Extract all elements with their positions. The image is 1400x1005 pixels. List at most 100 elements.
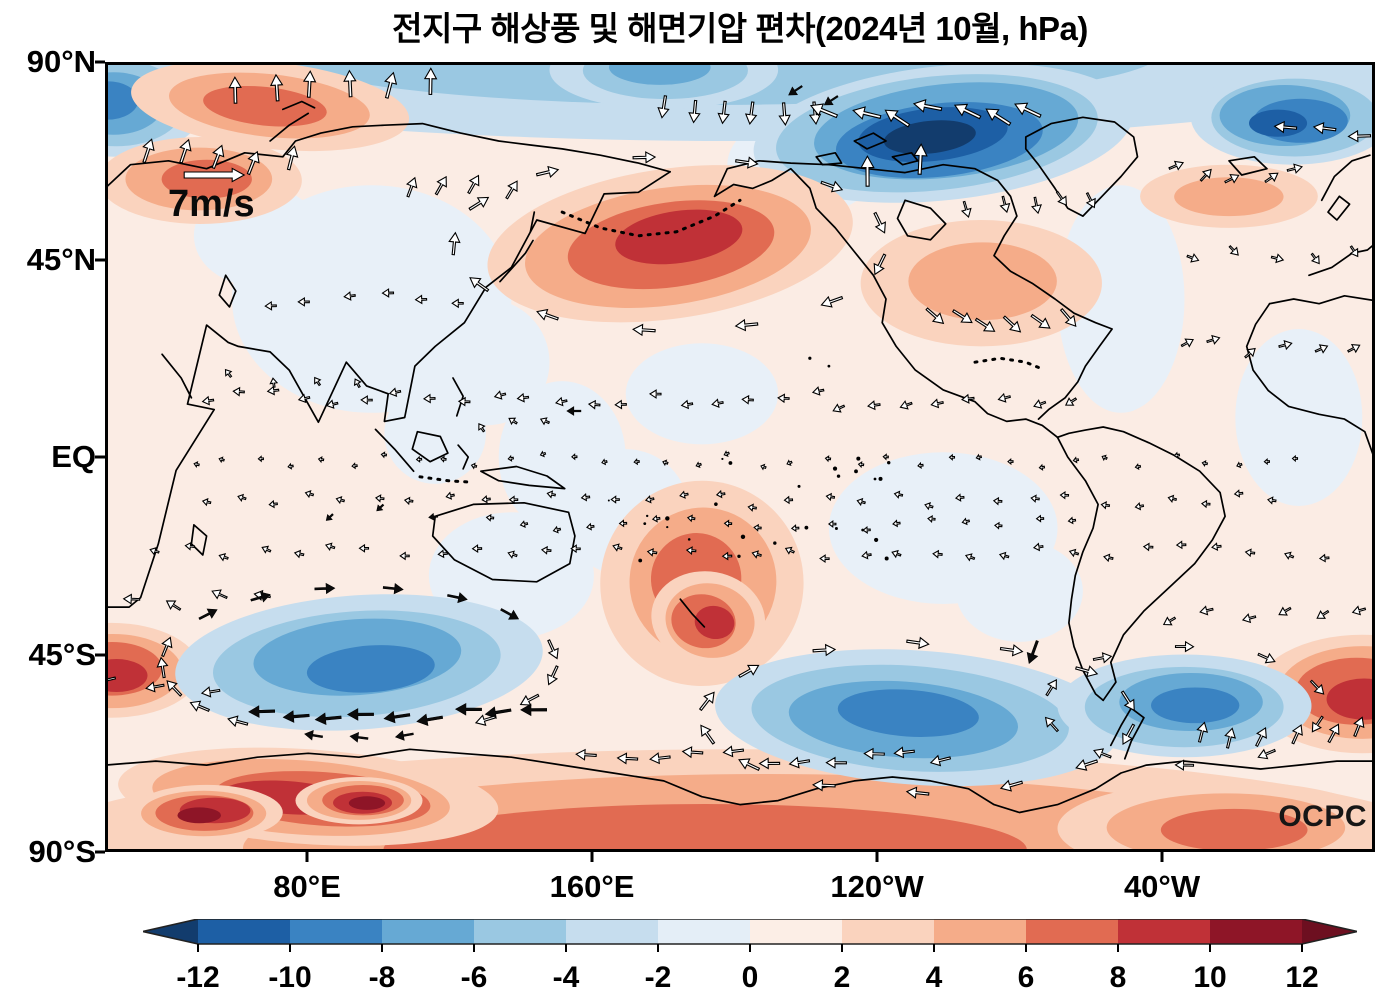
wind-arrow — [788, 756, 811, 769]
wind-arrow — [722, 745, 745, 758]
island-dot — [834, 526, 838, 530]
wind-arrow — [679, 490, 689, 499]
island-dot — [643, 522, 647, 526]
wind-arrow — [586, 522, 595, 531]
wind-arrow — [1122, 723, 1136, 746]
wind-arrow — [200, 686, 221, 698]
x-tick-mark — [590, 852, 594, 862]
wind-arrow — [505, 180, 518, 200]
island-dot — [884, 556, 889, 561]
wind-arrow — [179, 138, 192, 164]
wind-arrow — [142, 138, 155, 164]
wind-arrow — [224, 368, 233, 379]
wind-arrow — [467, 174, 480, 195]
wind-arrow — [324, 542, 336, 551]
colorbar-tick-label: -8 — [369, 961, 396, 994]
wind-arrow — [924, 502, 934, 511]
colorbar-tick-label: -12 — [176, 961, 219, 994]
wind-arrow — [783, 495, 794, 505]
wind-arrow — [974, 317, 996, 332]
y-tick-label: 90°N — [26, 44, 96, 79]
x-tick-mark — [1160, 852, 1164, 862]
coastline — [281, 100, 316, 111]
wind-arrow — [1311, 715, 1324, 733]
colorbar-segment — [842, 919, 934, 944]
wind-arrow — [614, 399, 627, 410]
wind-arrow — [1278, 340, 1293, 351]
wind-arrow — [285, 145, 299, 171]
wind-arrow — [760, 463, 767, 471]
colorbar-tick-label: 0 — [742, 961, 759, 994]
anomaly-arctic-low-northeast — [1190, 69, 1375, 165]
wind-arrow — [929, 754, 952, 767]
island-dot — [856, 456, 861, 461]
wind-arrow — [547, 639, 559, 660]
wind-arrow — [325, 399, 339, 409]
anomaly-scandinavia-high — [131, 62, 410, 152]
wind-arrow — [228, 76, 242, 104]
wind-arrow — [893, 746, 915, 759]
wind-arrow — [951, 309, 973, 324]
wind-arrow — [610, 495, 620, 504]
wind-arrow — [819, 554, 830, 564]
wind-arrow — [1134, 502, 1145, 511]
wind-arrow — [906, 636, 930, 650]
wind-arrow — [820, 180, 844, 193]
coastline — [269, 112, 310, 142]
wind-arrow — [346, 708, 374, 721]
wind-arrow — [1075, 758, 1099, 771]
wind-arrow — [825, 492, 836, 502]
anomaly-east-north-america-high — [860, 220, 1102, 347]
wind-arrow — [535, 165, 560, 178]
map-layers — [105, 62, 1375, 852]
wind-arrow — [1353, 716, 1365, 738]
wind-arrow — [1007, 457, 1014, 466]
wind-arrow — [266, 385, 280, 396]
island-dot — [665, 516, 670, 521]
anomaly-map-canvas — [105, 62, 1375, 852]
wind-arrow — [447, 592, 468, 604]
coastline — [1245, 302, 1375, 462]
colorbar-segment — [750, 919, 842, 944]
wind-arrow — [394, 730, 414, 741]
island-dot — [808, 356, 812, 360]
wind-arrow — [478, 423, 486, 433]
island-dot — [836, 474, 841, 478]
wind-arrow — [516, 392, 530, 403]
wind-arrow — [992, 496, 1003, 506]
wind-arrow — [1162, 616, 1177, 626]
wind-arrow — [1310, 252, 1320, 265]
wind-arrow — [1067, 516, 1077, 525]
wind-arrow — [184, 541, 196, 551]
wind-arrow — [884, 109, 911, 128]
wind-arrow — [1044, 716, 1060, 733]
coastline — [815, 151, 843, 166]
coastline — [853, 132, 887, 150]
island-dot — [797, 484, 801, 488]
wind-arrow — [353, 378, 362, 389]
wind-arrow — [297, 393, 311, 404]
page-title: 전지구 해상풍 및 해면기압 편차(2024년 10월, hPa) — [392, 10, 1088, 47]
wind-arrow — [618, 519, 628, 528]
wind-arrow — [314, 376, 322, 387]
wind-arrow — [1199, 605, 1214, 616]
colorbar-tick-label: -6 — [461, 961, 488, 994]
wind-arrow — [863, 747, 885, 760]
wind-arrow — [723, 450, 730, 457]
wind-arrow — [960, 200, 972, 218]
wind-arrow — [201, 497, 212, 507]
wind-arrow — [304, 489, 315, 499]
wind-arrow — [1291, 724, 1303, 745]
wind-scale-label: 7m/s — [168, 183, 255, 225]
wind-arrow — [422, 393, 436, 404]
wind-arrow — [1241, 613, 1257, 624]
x-tick-label: 40°W — [1123, 869, 1201, 904]
coastline — [499, 239, 534, 283]
x-tick-label: 80°E — [273, 869, 341, 904]
wind-arrow — [892, 519, 901, 528]
wind-arrow — [388, 387, 402, 397]
coastline — [480, 465, 566, 490]
coastline — [418, 475, 475, 484]
wind-arrow — [1075, 665, 1099, 678]
